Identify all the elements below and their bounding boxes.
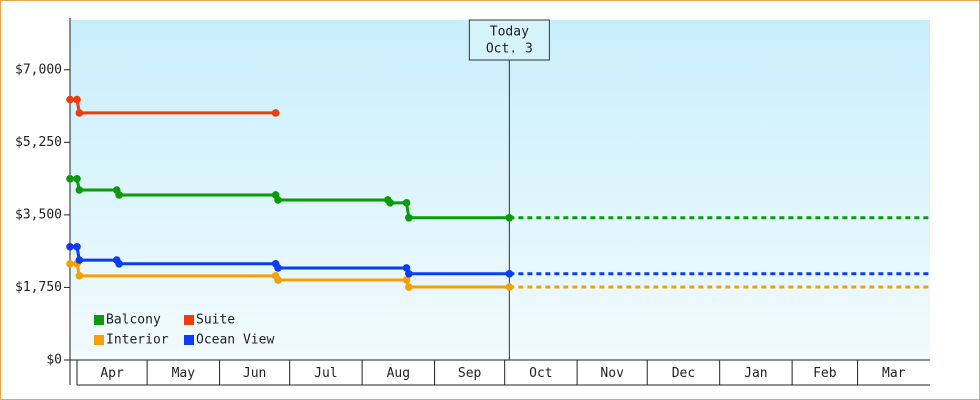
point (66, 243, 74, 251)
x-tick-label: Jan (744, 366, 767, 381)
point (402, 199, 411, 207)
x-tick-label: Feb (813, 366, 837, 381)
point (75, 272, 84, 280)
today-box (468, 19, 550, 61)
point (66, 175, 74, 183)
point (274, 196, 282, 204)
point (405, 283, 413, 291)
legend-label: Ocean View (196, 333, 274, 348)
y-tick-label: $1,750 (15, 280, 62, 295)
legend-swatch (184, 315, 194, 325)
x-tick-label: Dec (672, 366, 695, 381)
legend-label: Interior (106, 333, 169, 348)
x-tick-label: Mar (882, 366, 906, 381)
plot-area (70, 20, 930, 360)
point (402, 264, 411, 272)
point (271, 109, 280, 117)
point (405, 269, 413, 278)
point (386, 199, 394, 207)
x-tick-label: Oct (529, 366, 552, 381)
point (505, 269, 514, 278)
x-tick-label: Aug (387, 366, 410, 381)
x-tick-label: Jul (314, 366, 337, 381)
x-tick-label: Nov (600, 366, 624, 381)
legend-swatch (94, 335, 104, 345)
point (274, 276, 282, 284)
point (73, 95, 81, 104)
point (66, 95, 74, 104)
point (73, 243, 81, 251)
x-tick-label: Jun (243, 366, 266, 381)
point (505, 283, 514, 291)
point (73, 175, 81, 183)
today-date: Oct. 3 (486, 42, 533, 57)
y-tick-label: $5,250 (15, 135, 62, 150)
legend-swatch (94, 315, 104, 325)
legend-swatch (184, 335, 194, 345)
x-tick-label: Apr (100, 366, 124, 381)
today-title: Today (490, 25, 529, 40)
point (75, 256, 84, 264)
point (402, 276, 411, 284)
point (115, 260, 123, 268)
point (505, 213, 514, 222)
point (75, 186, 84, 194)
point (115, 191, 123, 199)
point (75, 109, 84, 117)
legend-label: Suite (196, 313, 235, 328)
point (405, 213, 413, 222)
x-tick-label: May (172, 366, 196, 381)
point (66, 260, 74, 268)
y-tick-label: $3,500 (15, 207, 62, 222)
y-tick-label: $7,000 (15, 62, 62, 77)
x-tick-label: Sep (458, 366, 482, 381)
point (274, 264, 282, 272)
legend-label: Balcony (106, 313, 161, 328)
y-tick-label: $0 (46, 353, 62, 368)
